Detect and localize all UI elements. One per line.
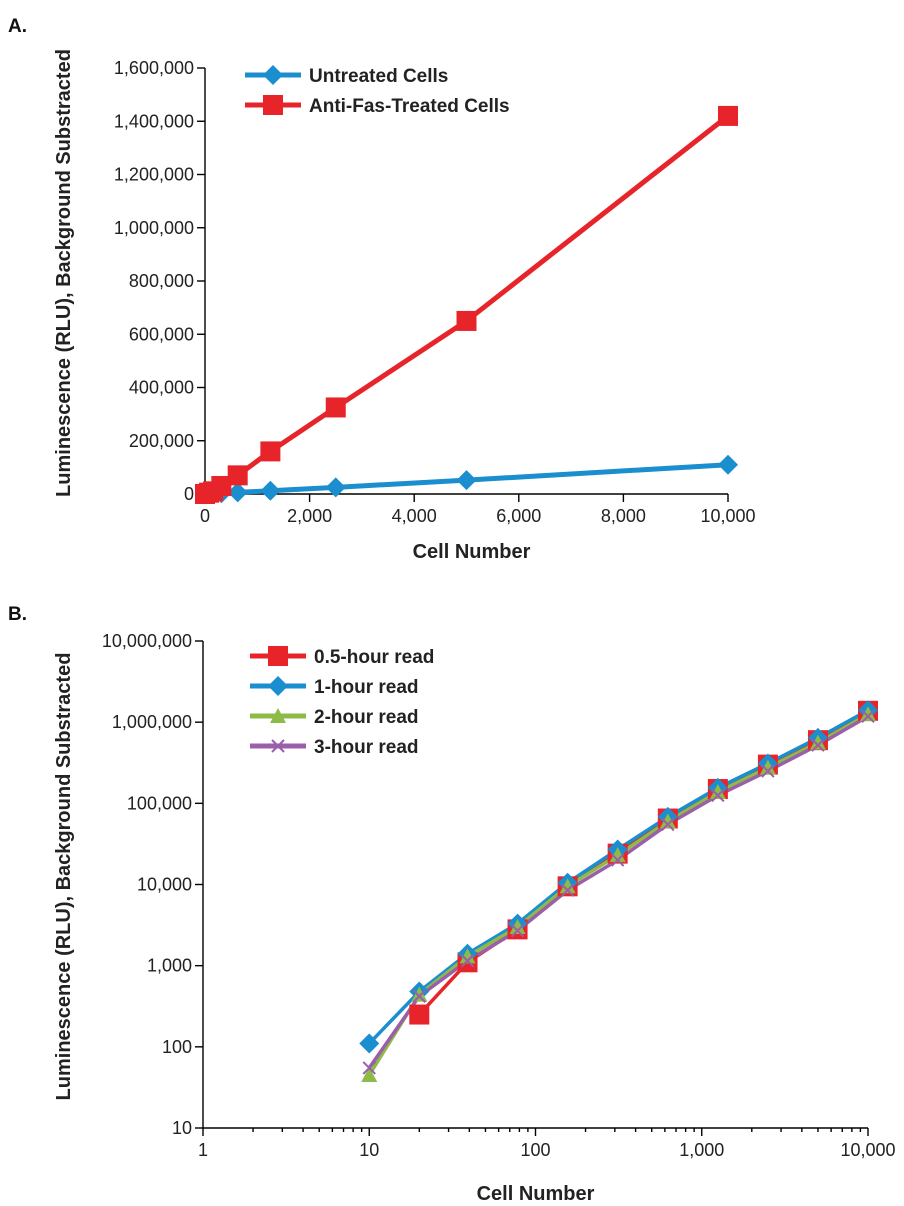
y-tick-label: 1,000 xyxy=(147,956,192,976)
panel-label: A. xyxy=(8,16,27,37)
data-point-series-2 xyxy=(759,759,776,775)
x-axis-title: Cell Number xyxy=(477,1183,595,1205)
y-axis-title: Luminescence (RLU), Background Substract… xyxy=(53,49,75,497)
legend-label: 2-hour read xyxy=(314,707,419,728)
x-tick-label: 8,000 xyxy=(601,506,646,526)
series-line-3 xyxy=(367,714,869,1069)
y-tick-label: 10,000,000 xyxy=(102,631,192,651)
panel-label: B. xyxy=(8,604,27,625)
data-point-series-2 xyxy=(809,734,826,750)
y-tick-label: 200,000 xyxy=(129,431,194,451)
legend-label: 3-hour read xyxy=(314,737,419,758)
panel-b-chart: B. 10 100 1,000 10,000 100,000 1,000,000 10,000… xyxy=(8,604,896,1205)
data-point-series-2 xyxy=(361,1066,378,1082)
x-tick-label: 10,000 xyxy=(840,1140,895,1160)
data-point-series-2 xyxy=(411,986,428,1002)
data-point-series-1 xyxy=(456,310,477,331)
x-tick-label: 2,000 xyxy=(287,506,332,526)
legend-label: 0.5-hour read xyxy=(314,647,434,668)
legend-marker xyxy=(268,646,288,666)
data-point-series-3 xyxy=(460,954,475,968)
y-tick-label: 0 xyxy=(184,484,194,504)
data-point-series-3 xyxy=(610,853,625,867)
y-tick-label: 1,600,000 xyxy=(114,58,194,78)
data-point-series-2 xyxy=(609,847,626,863)
series-line-1 xyxy=(204,113,730,497)
series-line-1 xyxy=(367,708,869,1045)
data-point-series-3 xyxy=(761,764,775,778)
y-tick-label: 100,000 xyxy=(127,793,192,813)
data-point-series-2 xyxy=(709,783,726,799)
data-point-series-3 xyxy=(711,788,725,803)
y-tick-label: 1,200,000 xyxy=(114,165,194,185)
data-point-series-3 xyxy=(362,1061,376,1075)
x-tick-label: 100 xyxy=(520,1140,550,1160)
y-tick-label: 600,000 xyxy=(129,324,194,344)
data-point-series-3 xyxy=(510,923,525,938)
x-tick-label: 1,000 xyxy=(679,1140,724,1160)
panel-a-chart: A. 0 200,000 400,000 600,000 800,000 1,000,000… xyxy=(8,16,756,563)
x-tick-label: 0 xyxy=(200,506,210,526)
legend-label: 1-hour read xyxy=(314,677,419,698)
data-point-series-0 xyxy=(325,477,346,498)
x-tick-label: 4,000 xyxy=(392,506,437,526)
data-point-series-0 xyxy=(260,480,281,501)
series-line-2 xyxy=(367,712,869,1076)
data-point-series-2 xyxy=(559,878,576,894)
data-point-series-1 xyxy=(359,1033,380,1054)
legend-marker xyxy=(263,95,283,115)
data-point-series-1 xyxy=(211,476,232,497)
x-tick-label: 10 xyxy=(359,1140,379,1160)
legend-label: Untreated Cells xyxy=(309,66,448,87)
data-point-series-1 xyxy=(227,465,248,486)
y-tick-label: 10 xyxy=(172,1118,192,1138)
data-point-series-0 xyxy=(409,1004,430,1025)
legend-label: Anti-Fas-Treated Cells xyxy=(309,96,510,117)
legend-marker xyxy=(263,65,283,85)
legend-marker xyxy=(268,676,288,696)
data-point-series-3 xyxy=(412,989,427,1003)
data-point-series-1 xyxy=(718,105,738,126)
y-axis-title: Luminescence (RLU), Background Substract… xyxy=(53,653,75,1101)
data-point-series-0 xyxy=(456,470,477,491)
y-tick-label: 1,000,000 xyxy=(114,218,194,238)
y-tick-label: 10,000 xyxy=(137,875,192,895)
data-point-series-3 xyxy=(560,883,575,897)
x-axis-title: Cell Number xyxy=(413,541,531,563)
data-point-series-1 xyxy=(325,397,346,418)
data-point-series-3 xyxy=(861,709,875,724)
data-point-series-3 xyxy=(811,738,825,752)
data-point-series-2 xyxy=(860,706,876,722)
x-tick-label: 1 xyxy=(198,1140,208,1160)
data-point-series-0 xyxy=(227,482,248,503)
data-point-series-2 xyxy=(459,948,476,964)
y-tick-label: 1,000,000 xyxy=(112,712,192,732)
data-point-series-1 xyxy=(260,441,281,462)
legend-marker xyxy=(270,708,286,723)
y-tick-label: 800,000 xyxy=(129,271,194,291)
data-point-series-2 xyxy=(509,918,526,934)
x-tick-label: 10,000 xyxy=(700,506,755,526)
data-point-series-0 xyxy=(718,454,738,475)
y-tick-label: 400,000 xyxy=(129,378,194,398)
data-point-series-3 xyxy=(661,817,675,832)
y-tick-label: 100 xyxy=(162,1037,192,1057)
data-point-series-2 xyxy=(659,813,676,829)
x-tick-label: 6,000 xyxy=(496,506,541,526)
series-line-0 xyxy=(418,709,869,1016)
legend-marker xyxy=(271,739,285,753)
y-tick-label: 1,400,000 xyxy=(114,111,194,131)
